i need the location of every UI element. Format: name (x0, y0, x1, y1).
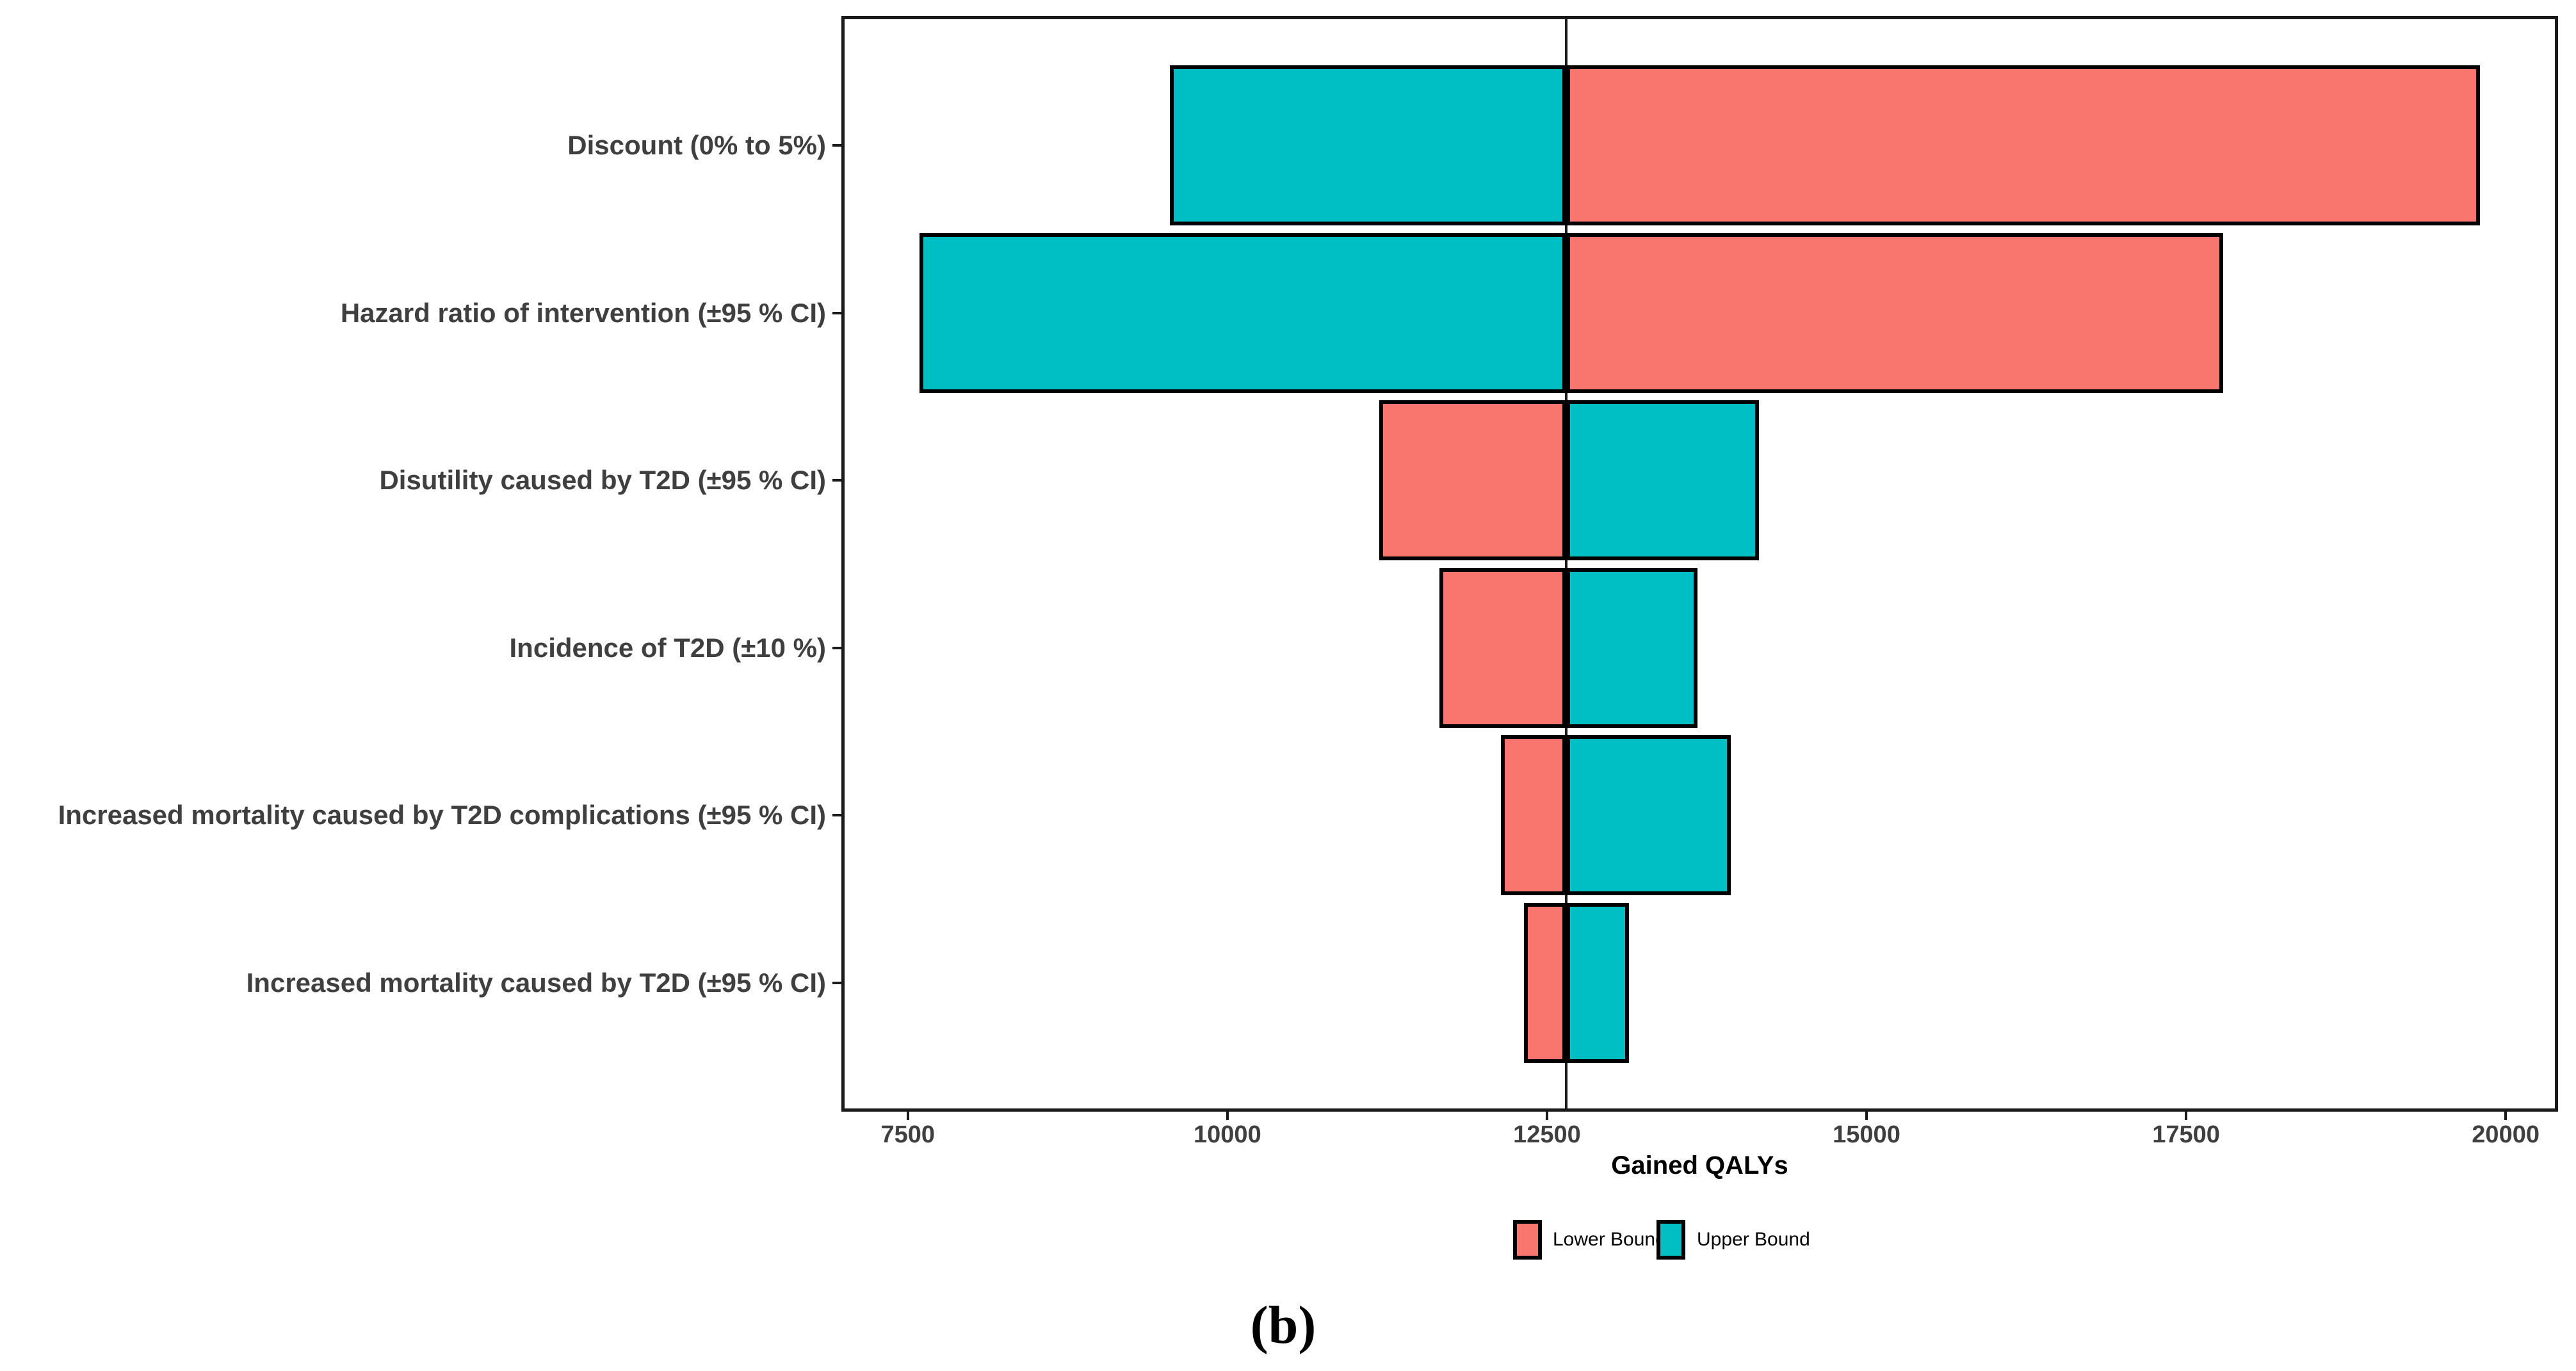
x-tick-label: 7500 (880, 1121, 936, 1148)
subfigure-caption: (b) (1250, 1295, 1316, 1355)
legend-swatch-lower-bound (1513, 1220, 1542, 1260)
bar-lower-bound (1439, 567, 1566, 728)
bar-upper-bound (1566, 400, 1760, 561)
x-tick-mark (1545, 1112, 1548, 1120)
y-tick-mark (832, 311, 841, 314)
bar-upper-bound (1566, 567, 1698, 728)
legend-label-upper-bound: Upper Bound (1697, 1229, 1810, 1250)
y-tick-mark (832, 814, 841, 817)
x-tick-label: 10000 (1194, 1121, 1261, 1148)
bar-lower-bound (1501, 735, 1566, 896)
bar-upper-bound (1170, 65, 1566, 225)
x-tick-mark (1865, 1112, 1868, 1120)
category-label: Increased mortality caused by T2D compli… (58, 800, 826, 831)
bar-lower-bound (1379, 400, 1566, 561)
x-tick-label: 20000 (2472, 1121, 2540, 1148)
x-tick-mark (2504, 1112, 2507, 1120)
y-tick-mark (832, 479, 841, 482)
category-label: Increased mortality caused by T2D (±95 %… (246, 968, 826, 998)
x-axis-title: Gained QALYs (1611, 1151, 1788, 1180)
x-tick-label: 15000 (1833, 1121, 1900, 1148)
x-tick-mark (906, 1112, 909, 1120)
bar-lower-bound (1566, 232, 2223, 393)
bar-upper-bound (1566, 735, 1731, 896)
x-tick-label: 12500 (1513, 1121, 1581, 1148)
category-label: Discount (0% to 5%) (567, 130, 826, 160)
bar-lower-bound (1524, 903, 1566, 1063)
y-tick-mark (832, 646, 841, 649)
x-tick-mark (1226, 1112, 1229, 1120)
category-label: Incidence of T2D (±10 %) (509, 632, 826, 663)
y-tick-mark (832, 982, 841, 984)
baseline-line (1564, 16, 1567, 1112)
y-tick-mark (832, 144, 841, 147)
bar-upper-bound (919, 232, 1566, 393)
x-tick-mark (2185, 1112, 2188, 1120)
legend-swatch-upper-bound (1657, 1220, 1685, 1260)
legend-label-lower-bound: Lower Bound (1553, 1229, 1666, 1250)
bar-lower-bound (1566, 65, 2481, 225)
category-label: Disutility caused by T2D (±95 % CI) (379, 465, 826, 496)
bar-upper-bound (1566, 903, 1629, 1063)
x-tick-label: 17500 (2152, 1121, 2220, 1148)
category-label: Hazard ratio of intervention (±95 % CI) (340, 297, 826, 328)
